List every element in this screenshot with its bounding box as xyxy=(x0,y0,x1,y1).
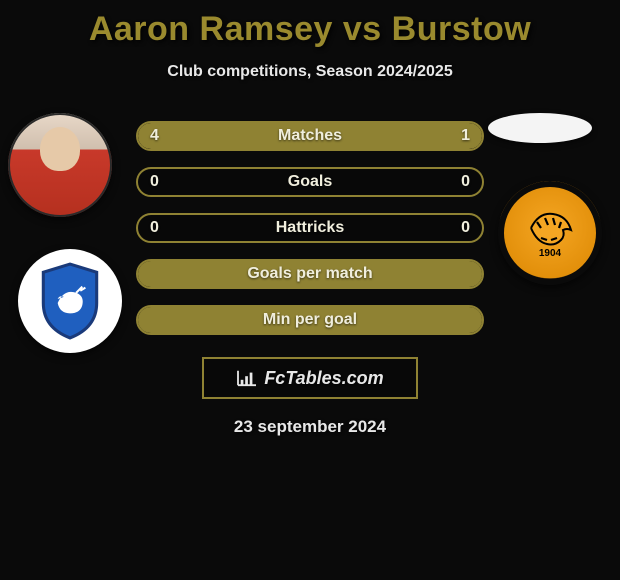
player-right-avatar xyxy=(488,113,592,143)
club-right-badge: 1904 xyxy=(498,181,602,285)
bar-label: Matches xyxy=(138,127,482,145)
bar-value-right: 1 xyxy=(461,127,470,145)
stat-bar-matches: 4 Matches 1 xyxy=(136,121,484,151)
club-left-badge xyxy=(18,249,122,353)
bar-label: Min per goal xyxy=(138,311,482,329)
subtitle: Club competitions, Season 2024/2025 xyxy=(0,63,620,81)
club-right-year: 1904 xyxy=(539,248,562,259)
stat-bars: 4 Matches 1 0 Goals 0 0 Hattricks 0 Go xyxy=(136,121,484,335)
page-title: Aaron Ramsey vs Burstow xyxy=(0,10,620,49)
cardiff-shield-icon xyxy=(39,262,101,340)
main-area: 1904 4 Matches 1 0 Goals 0 0 xyxy=(0,121,620,437)
bar-label: Goals xyxy=(138,173,482,191)
bar-label: Goals per match xyxy=(138,265,482,283)
player-left-avatar xyxy=(8,113,112,217)
watermark-badge: FcTables.com xyxy=(202,357,418,399)
bar-value-right: 0 xyxy=(461,173,470,191)
stat-bar-min-per-goal: Min per goal xyxy=(136,305,484,335)
stat-bar-goals: 0 Goals 0 xyxy=(136,167,484,197)
comparison-card: Aaron Ramsey vs Burstow Club competition… xyxy=(0,0,620,437)
date-text: 23 september 2024 xyxy=(0,417,620,437)
bar-value-right: 0 xyxy=(461,219,470,237)
watermark-text: FcTables.com xyxy=(264,368,383,389)
hull-tiger-icon: 1904 xyxy=(515,198,585,268)
chart-icon xyxy=(236,369,258,387)
stat-bar-goals-per-match: Goals per match xyxy=(136,259,484,289)
bar-label: Hattricks xyxy=(138,219,482,237)
stat-bar-hattricks: 0 Hattricks 0 xyxy=(136,213,484,243)
